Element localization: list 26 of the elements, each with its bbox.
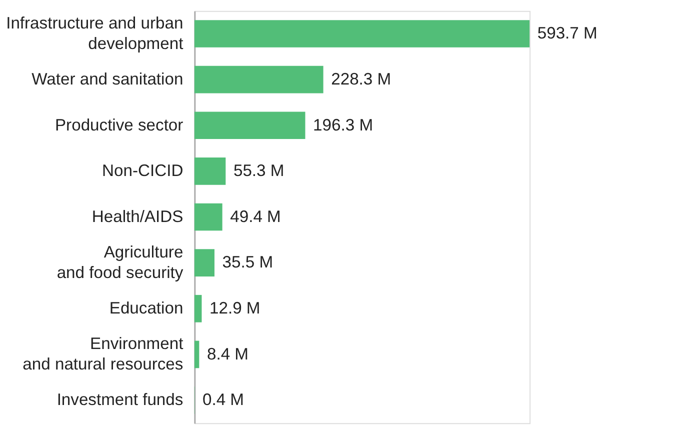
- y-tick-label: Investment funds: [56, 390, 184, 410]
- data-label: 196.3 M: [313, 115, 374, 134]
- y-tick-label: Water and sanitation: [32, 69, 184, 88]
- data-label: 593.7 M: [537, 24, 598, 43]
- bar: [194, 112, 306, 140]
- y-tick-label: Productive sector: [54, 115, 184, 134]
- data-label: 55.3 M: [233, 161, 284, 180]
- data-label: 35.5 M: [222, 252, 274, 272]
- bar: [194, 340, 200, 368]
- y-tick-label: Environment and natural resources: [22, 334, 184, 374]
- bar: [194, 20, 530, 48]
- y-tick-label: Non-CICID: [102, 161, 184, 180]
- y-tick-label: Education: [109, 298, 184, 318]
- data-label: 12.9 M: [210, 298, 260, 318]
- y-tick-label: Agriculture and food security: [56, 242, 184, 282]
- bar: [194, 66, 324, 94]
- y-tick-label: Health/AIDS: [92, 206, 184, 226]
- data-label: 49.4 M: [230, 206, 281, 226]
- data-label: 228.3 M: [331, 69, 392, 88]
- bar: [194, 158, 226, 185]
- data-label: 8.4 M: [206, 344, 249, 364]
- bar: [194, 249, 214, 276]
- y-tick-label: Infrastructure and urban development: [6, 13, 184, 53]
- bar: [194, 294, 202, 322]
- bar: [194, 203, 222, 231]
- data-label: 0.4 M: [202, 390, 244, 410]
